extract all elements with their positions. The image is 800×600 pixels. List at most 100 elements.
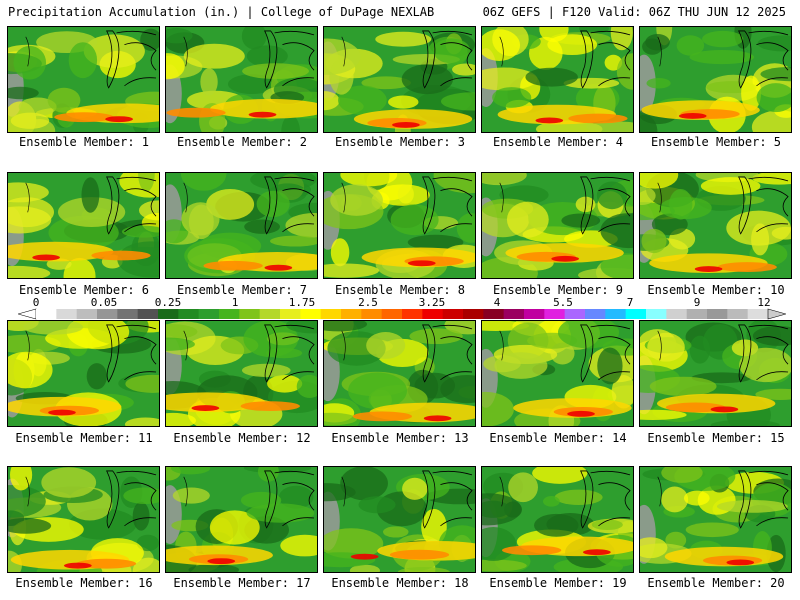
colorbar-segment bbox=[97, 309, 118, 319]
ensemble-member-map bbox=[323, 26, 476, 133]
precip-field bbox=[324, 321, 475, 426]
ensemble-member-map bbox=[323, 320, 476, 427]
colorbar-segment bbox=[524, 309, 545, 319]
precip-field bbox=[8, 467, 159, 572]
colorbar-segment bbox=[747, 309, 769, 319]
colorbar-segment bbox=[402, 309, 423, 319]
precip-field bbox=[482, 173, 633, 278]
ensemble-member-label: Ensemble Member: 14 bbox=[489, 431, 627, 445]
colorbar-segment bbox=[158, 309, 179, 319]
colorbar-segment bbox=[707, 309, 728, 319]
precip-field bbox=[8, 321, 159, 426]
colorbar-segment bbox=[727, 309, 749, 319]
colorbar-tick-label: 2.5 bbox=[358, 296, 378, 309]
colorbar-segment bbox=[463, 309, 484, 319]
ensemble-member-map bbox=[165, 26, 318, 133]
colorbar-segment bbox=[259, 309, 281, 319]
colorbar-segment bbox=[280, 309, 301, 319]
colorbar-tick-label: 9 bbox=[693, 296, 701, 309]
colorbar-segment bbox=[666, 309, 688, 319]
colorbar-segment bbox=[117, 309, 139, 319]
ensemble-member-map bbox=[639, 26, 792, 133]
colorbar-segment bbox=[198, 309, 220, 319]
precip-field bbox=[166, 467, 317, 572]
colorbar-tick-label: 0 bbox=[32, 296, 40, 309]
ensemble-member-label: Ensemble Member: 2 bbox=[176, 135, 308, 149]
ensemble-member-label: Ensemble Member: 9 bbox=[492, 283, 624, 297]
precip-field bbox=[324, 467, 475, 572]
ensemble-member-label: Ensemble Member: 20 bbox=[647, 576, 785, 590]
model-run-info: 06Z GEFS | F120 Valid: 06Z THU JUN 12 20… bbox=[482, 5, 786, 19]
ensemble-member-label: Ensemble Member: 18 bbox=[331, 576, 469, 590]
ensemble-member-map bbox=[481, 172, 634, 279]
precip-field bbox=[8, 27, 159, 132]
precip-field bbox=[8, 173, 159, 278]
ensemble-member-map bbox=[481, 466, 634, 573]
ensemble-member-label: Ensemble Member: 13 bbox=[331, 431, 469, 445]
colorbar-segment bbox=[646, 309, 667, 319]
colorbar-segment bbox=[605, 309, 627, 319]
colorbar-segment bbox=[422, 309, 444, 319]
ensemble-member-label: Ensemble Member: 12 bbox=[173, 431, 311, 445]
ensemble-member-label: Ensemble Member: 10 bbox=[647, 283, 785, 297]
colorbar-tick-label: 1.75 bbox=[288, 296, 316, 309]
ensemble-member-label: Ensemble Member: 11 bbox=[15, 431, 153, 445]
ensemble-member-label: Ensemble Member: 3 bbox=[334, 135, 466, 149]
ensemble-member-map bbox=[7, 320, 160, 427]
colorbar-tick-label: 7 bbox=[626, 296, 634, 309]
colorbar-segment bbox=[564, 309, 586, 319]
colorbar-segment bbox=[341, 309, 362, 319]
colorbar-segment bbox=[625, 309, 647, 319]
ensemble-member-map bbox=[165, 320, 318, 427]
ensemble-member-label: Ensemble Member: 17 bbox=[173, 576, 311, 590]
colorbar-tick-label: 0.05 bbox=[90, 296, 118, 309]
ensemble-member-map bbox=[7, 466, 160, 573]
map-title: Precipitation Accumulation (in.) | Colle… bbox=[8, 5, 435, 19]
precip-field bbox=[482, 27, 633, 132]
ensemble-member-map bbox=[481, 320, 634, 427]
colorbar-segment bbox=[361, 309, 383, 319]
colorbar-segment bbox=[503, 309, 525, 319]
precip-field bbox=[166, 173, 317, 278]
precip-field bbox=[640, 467, 791, 572]
colorbar-segment bbox=[442, 309, 464, 319]
precip-field bbox=[640, 27, 791, 132]
precip-field bbox=[166, 27, 317, 132]
ensemble-member-label: Ensemble Member: 4 bbox=[492, 135, 624, 149]
colorbar-segment bbox=[585, 309, 606, 319]
colorbar-segment bbox=[300, 309, 322, 319]
ensemble-member-map bbox=[165, 466, 318, 573]
ensemble-member-map bbox=[639, 172, 792, 279]
colorbar-segment bbox=[320, 309, 342, 319]
colorbar-segment bbox=[76, 309, 98, 319]
colorbar-segment bbox=[239, 309, 261, 319]
precip-field bbox=[324, 27, 475, 132]
colorbar-segment bbox=[137, 309, 159, 319]
precip-colorbar bbox=[18, 308, 786, 320]
ensemble-member-map bbox=[639, 320, 792, 427]
colorbar-tick-label: 12 bbox=[757, 296, 771, 309]
colorbar-min-arrow bbox=[18, 308, 37, 320]
precip-field bbox=[640, 321, 791, 426]
colorbar-max-arrow bbox=[767, 308, 786, 320]
colorbar-segment bbox=[56, 309, 78, 319]
ensemble-member-map bbox=[481, 26, 634, 133]
ensemble-member-map bbox=[639, 466, 792, 573]
ensemble-member-map bbox=[165, 172, 318, 279]
colorbar-tick-label: 0.25 bbox=[154, 296, 182, 309]
precip-field bbox=[166, 321, 317, 426]
ensemble-member-label: Ensemble Member: 19 bbox=[489, 576, 627, 590]
colorbar-tick-label: 3.25 bbox=[418, 296, 446, 309]
ensemble-member-label: Ensemble Member: 6 bbox=[18, 283, 150, 297]
ensemble-member-label: Ensemble Member: 8 bbox=[334, 283, 466, 297]
colorbar-segment bbox=[178, 309, 200, 319]
precip-field bbox=[324, 173, 475, 278]
ensemble-member-map bbox=[323, 172, 476, 279]
ensemble-member-label: Ensemble Member: 5 bbox=[650, 135, 782, 149]
colorbar-segment bbox=[381, 309, 403, 319]
ensemble-member-label: Ensemble Member: 16 bbox=[15, 576, 153, 590]
ensemble-member-label: Ensemble Member: 7 bbox=[176, 283, 308, 297]
ensemble-member-label: Ensemble Member: 1 bbox=[18, 135, 150, 149]
ensemble-member-map bbox=[7, 26, 160, 133]
colorbar-tick-label: 1 bbox=[231, 296, 239, 309]
